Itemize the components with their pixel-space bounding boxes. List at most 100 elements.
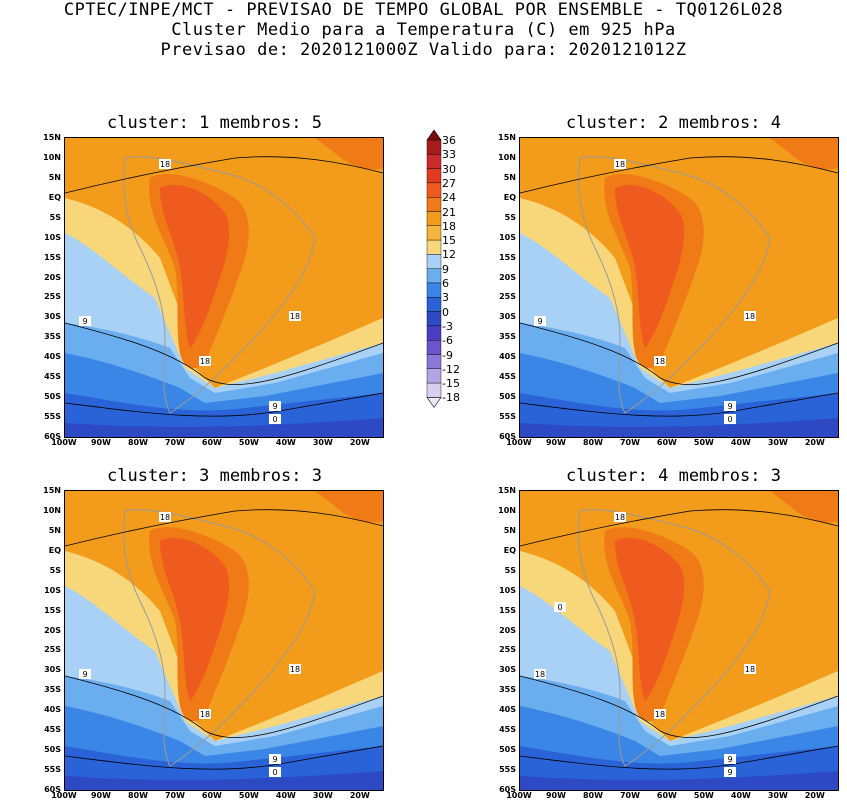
temperature-field-shade — [160, 184, 230, 348]
lat-label: 45S — [499, 372, 516, 382]
temperature-field-shade — [520, 771, 838, 790]
colorbar-swatch — [426, 354, 442, 370]
contour-label: 9 — [727, 768, 732, 777]
lat-label: EQ — [503, 192, 516, 202]
lat-label: 10S — [44, 232, 61, 242]
lat-label: 25S — [44, 292, 61, 302]
colorbar-swatch — [426, 325, 442, 341]
lat-label: 5S — [49, 212, 61, 222]
lon-label: 100W — [506, 791, 532, 800]
lat-label: 35S — [44, 332, 61, 342]
temperature-field-shade — [615, 537, 685, 701]
lat-label: 35S — [499, 332, 516, 342]
colorbar-swatch — [426, 211, 442, 227]
panel-title-cluster-3: cluster: 3 membros: 3 — [107, 466, 322, 486]
contour-label: 9 — [272, 402, 277, 411]
lat-label: 25S — [499, 645, 516, 655]
contour-label: 18 — [745, 665, 755, 674]
colorbar-level-label: 33 — [442, 148, 456, 162]
lat-label: 15N — [43, 486, 61, 495]
colorbar-swatch — [426, 196, 442, 212]
lon-label: 90W — [545, 438, 566, 447]
lat-label: EQ — [48, 545, 61, 555]
contour-label: 9 — [82, 670, 87, 679]
lat-label: 5S — [504, 565, 516, 575]
contour-18 — [65, 509, 383, 547]
lat-label: 20S — [499, 272, 516, 282]
contour-label-bg — [534, 316, 546, 326]
lon-label: 40W — [730, 438, 751, 447]
colorbar-level-label: -15 — [442, 377, 460, 391]
temperature-field-shade — [315, 138, 383, 170]
lon-label: 20W — [804, 438, 825, 447]
lon-label: 70W — [164, 438, 185, 447]
lon-label: 60W — [201, 791, 222, 800]
contour-label-bg — [724, 767, 736, 777]
contour-label-bg — [199, 709, 211, 719]
panel-title-cluster-2: cluster: 2 membros: 4 — [566, 113, 781, 133]
lat-label: 25S — [44, 645, 61, 655]
lat-label: 60S — [499, 432, 516, 441]
lat-label: 10N — [43, 505, 61, 515]
lat-label: 50S — [499, 392, 516, 402]
lon-label: 50W — [238, 791, 259, 800]
lon-label: 60W — [201, 438, 222, 447]
colorbar-swatch — [426, 339, 442, 355]
lat-label: 5S — [49, 565, 61, 575]
contour-label-bg — [614, 512, 626, 522]
main-title-line1: CPTEC/INPE/MCT - PREVISAO DE TEMPO GLOBA… — [63, 0, 784, 20]
colorbar-swatch — [426, 268, 442, 284]
contour-label: 9 — [272, 755, 277, 764]
contour-label: 18 — [535, 670, 545, 679]
contour-label: 18 — [160, 160, 170, 169]
lon-label: 100W — [506, 438, 532, 447]
contour-label-bg — [654, 356, 666, 366]
contour-label: 9 — [727, 402, 732, 411]
contour-label: 0 — [557, 603, 562, 612]
lat-label: 55S — [499, 412, 516, 422]
colorbar-level-label: 12 — [442, 248, 456, 262]
lon-label: 100W — [51, 791, 77, 800]
contour-label: 0 — [727, 415, 732, 424]
lon-label: 30W — [767, 791, 788, 800]
contour-label: 9 — [537, 317, 542, 326]
lon-label: 50W — [693, 791, 714, 800]
contour-label-bg — [744, 664, 756, 674]
lat-label: 50S — [499, 745, 516, 755]
contour-label-bg — [269, 754, 281, 764]
contour-label-bg — [724, 401, 736, 411]
colorbar-level-label: 36 — [442, 134, 456, 147]
main-title-line3: Previsao de: 2020121000Z Valido para: 20… — [160, 40, 687, 60]
contour-label-bg — [159, 512, 171, 522]
lon-label: 70W — [164, 791, 185, 800]
colorbar-level-label: 15 — [442, 234, 456, 248]
main-title-line2: Cluster Medio para a Temperatura (C) em … — [171, 20, 676, 40]
lon-label: 20W — [804, 791, 825, 800]
lat-label: 15S — [499, 605, 516, 615]
colorbar-level-label: -3 — [442, 319, 453, 333]
coastline — [578, 156, 771, 414]
colorbar-level-label: 21 — [442, 205, 456, 219]
contour-0 — [65, 745, 383, 770]
contour-label-bg — [269, 401, 281, 411]
colorbar-swatch — [426, 154, 442, 169]
contour-label: 0 — [272, 415, 277, 424]
temperature-field-shade — [65, 771, 383, 790]
contour-label-bg — [744, 311, 756, 321]
colorbar-level-label: 30 — [442, 162, 456, 176]
colorbar-swatch — [426, 168, 442, 184]
lat-label: 20S — [44, 272, 61, 282]
contour-label-bg — [159, 159, 171, 169]
lon-label: 60W — [656, 791, 677, 800]
contour-label-bg — [79, 316, 91, 326]
colorbar-level-label: 9 — [442, 262, 449, 276]
contour-label: 18 — [200, 357, 210, 366]
lon-label: 40W — [275, 791, 296, 800]
lat-label: 50S — [44, 745, 61, 755]
lon-label: 40W — [275, 438, 296, 447]
contour-label: 0 — [272, 768, 277, 777]
panel-title-cluster-1: cluster: 1 membros: 5 — [107, 113, 322, 133]
contour-label: 18 — [615, 513, 625, 522]
contour-label: 18 — [200, 710, 210, 719]
contour-label-bg — [554, 602, 566, 612]
